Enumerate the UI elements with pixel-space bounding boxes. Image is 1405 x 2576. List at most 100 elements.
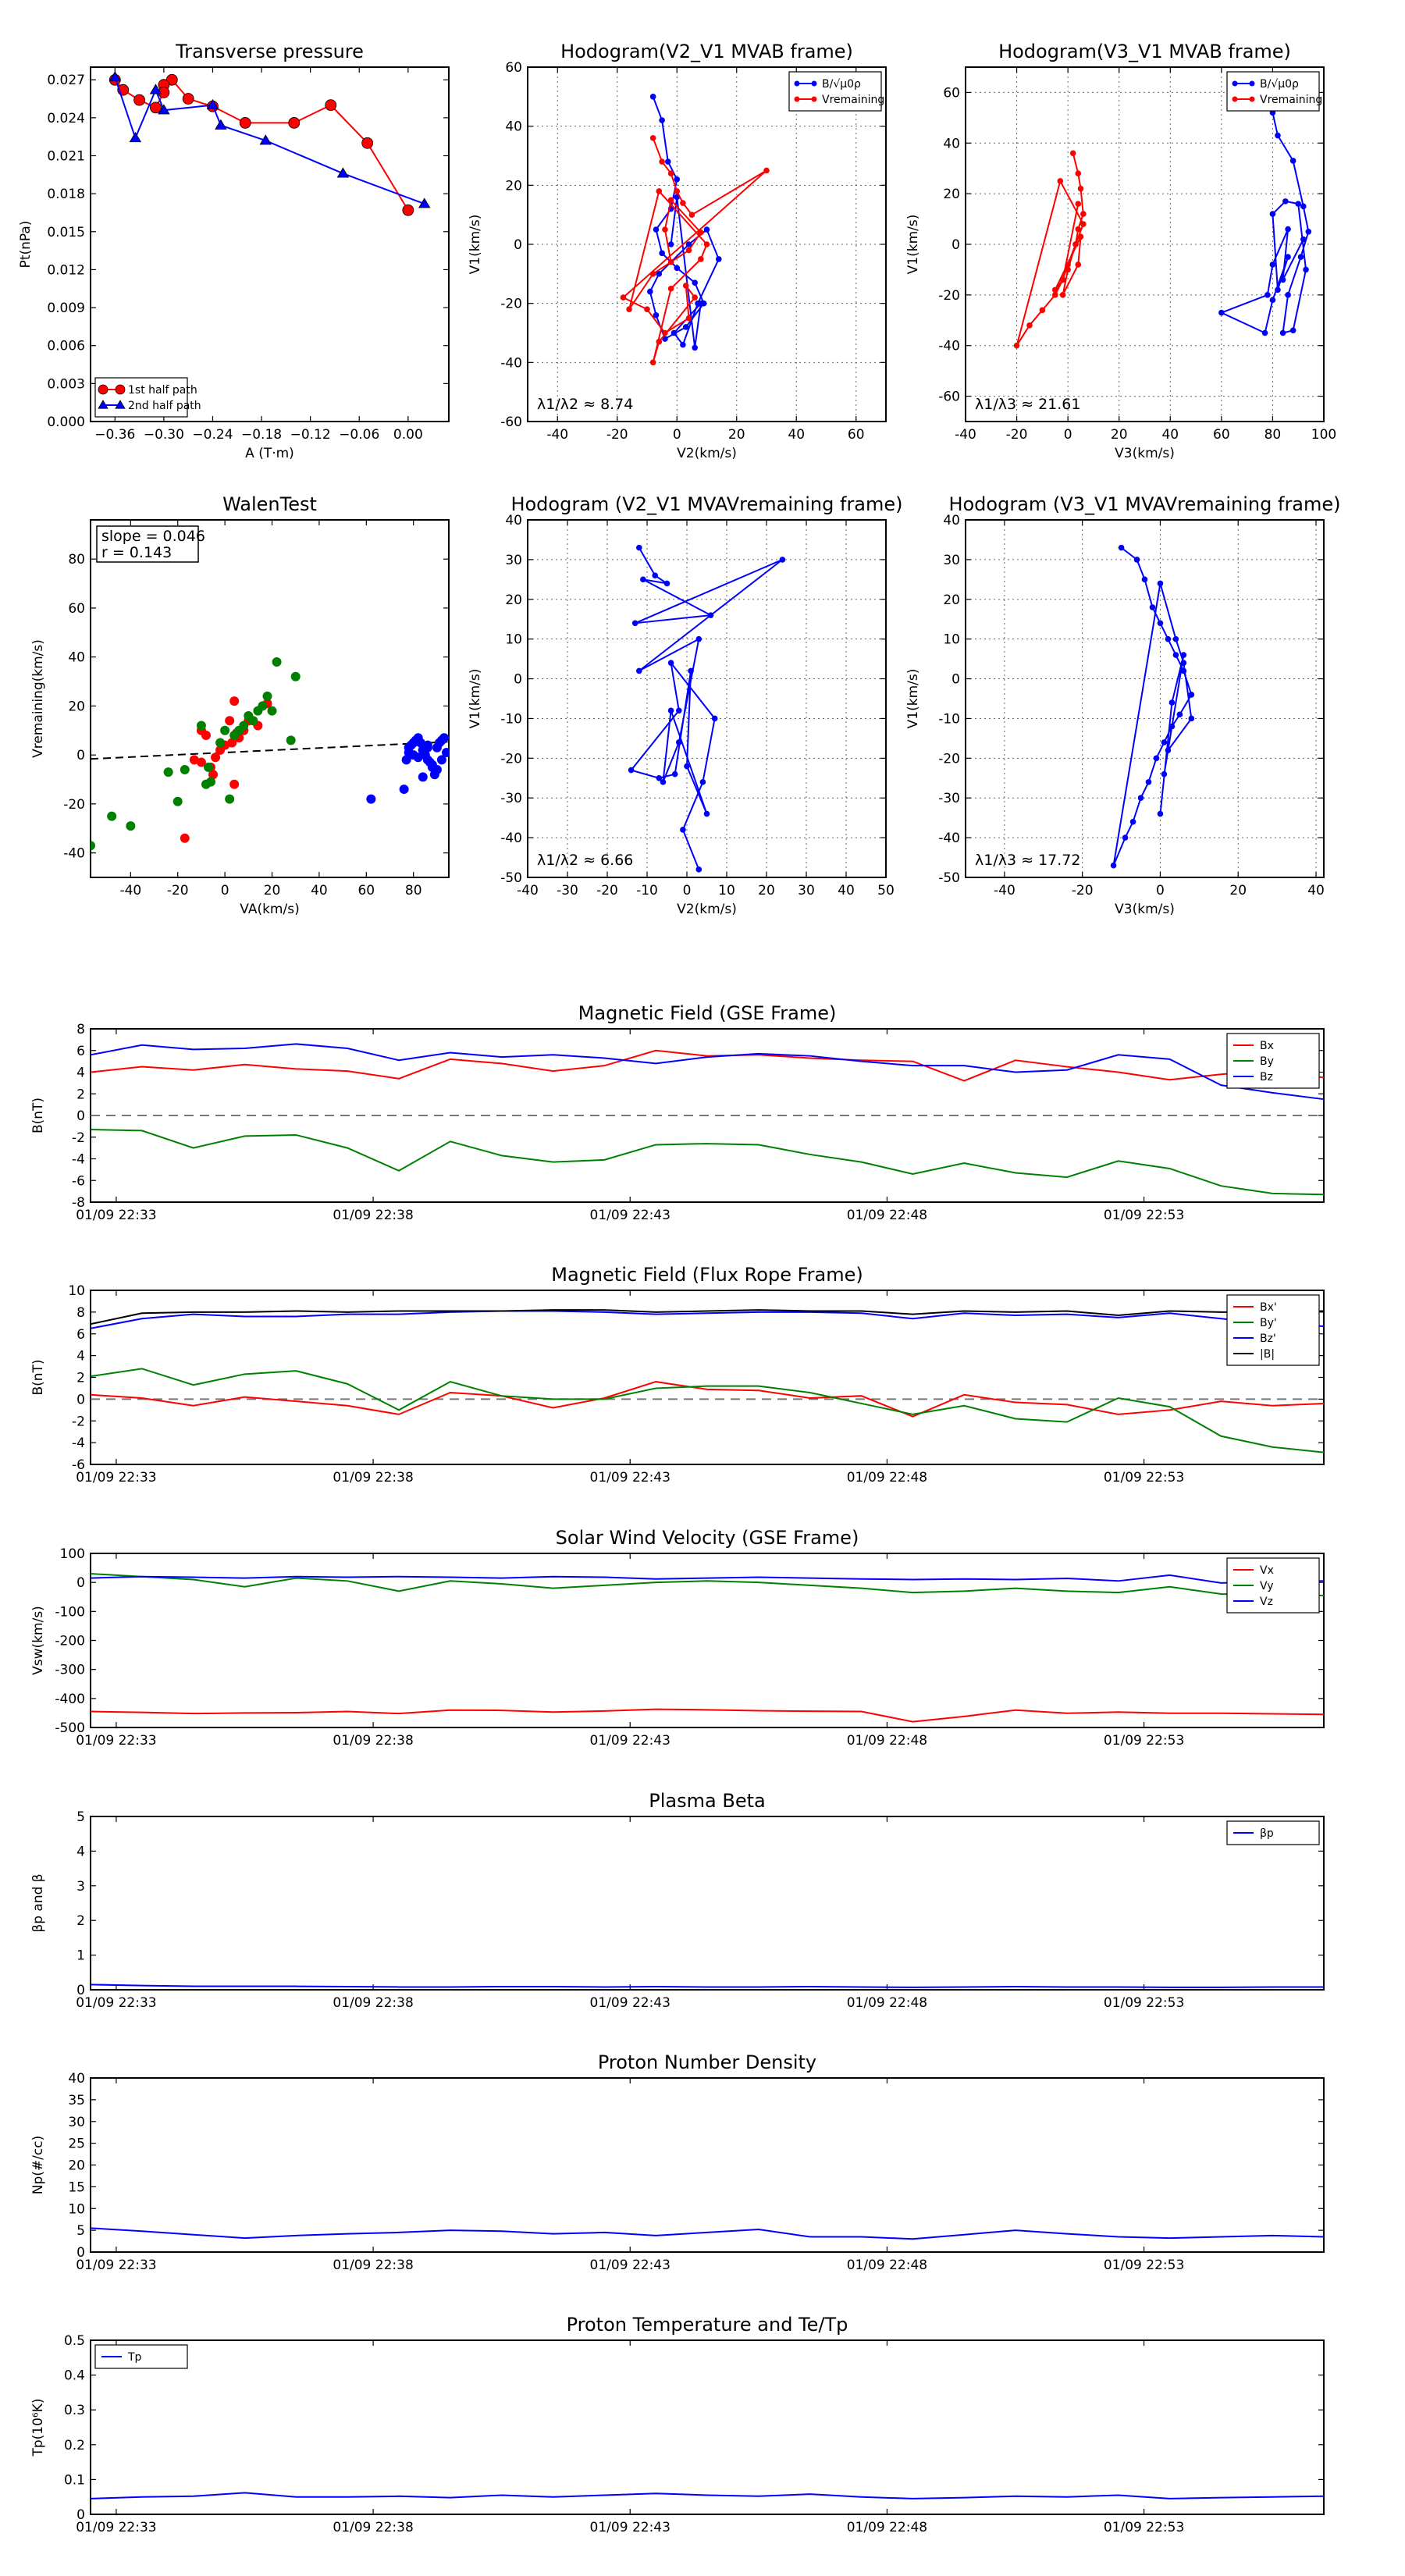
x-tick-label: −0.36 (94, 427, 135, 443)
data-point (1269, 297, 1276, 304)
data-point (1285, 292, 1291, 298)
data-point (685, 241, 692, 247)
chart-title: Magnetic Field (Flux Rope Frame) (551, 1264, 863, 1286)
data-point (703, 226, 710, 233)
chart-title: Transverse pressure (175, 41, 364, 62)
axes-frame (965, 519, 1325, 878)
data-point (1165, 635, 1172, 642)
x-tick-label: −0.18 (241, 427, 282, 443)
data-point (239, 116, 251, 129)
legend-label: 2nd half path (128, 400, 201, 412)
data-point (1261, 329, 1268, 336)
data-point (288, 116, 301, 129)
y-tick-label: 40 (505, 119, 522, 135)
y-axis-label: V1(km/s) (905, 669, 921, 729)
series-line (90, 1043, 1325, 1101)
y-tick-label: 10 (68, 1283, 85, 1299)
x-tick-label: 01/09 22:48 (847, 1995, 927, 2011)
data-point (1168, 723, 1176, 730)
y-tick-label: 20 (943, 592, 960, 608)
legend-label: B/√μ0ρ (1260, 78, 1299, 91)
annotation-text: r = 0.143 (101, 544, 172, 561)
y-tick-label: -40 (938, 339, 960, 354)
legend-marker (98, 400, 108, 409)
data-point (129, 132, 142, 143)
data-point (692, 279, 698, 286)
data-point (1285, 254, 1291, 261)
data-point (763, 167, 770, 174)
x-tick-label: 0 (683, 883, 692, 898)
y-axis-label: V1(km/s) (468, 669, 483, 729)
data-point (698, 300, 704, 307)
legend-label: Bz (1260, 1071, 1273, 1083)
data-point (628, 767, 635, 774)
data-point (1303, 266, 1309, 273)
y-tick-label: 8 (76, 1022, 85, 1037)
x-tick-label: 40 (311, 883, 328, 898)
x-tick-label: 60 (357, 883, 375, 898)
x-tick-label: 0.00 (393, 427, 423, 443)
axes-frame (90, 519, 450, 878)
legend: B/√μ0ρ Vremaining (1226, 71, 1322, 112)
x-tick-label: 01/09 22:43 (590, 2258, 670, 2273)
annotation-text: λ1/λ3 ≈ 17.72 (975, 852, 1080, 869)
x-tick-label: 30 (798, 883, 815, 898)
plot-area (620, 94, 770, 366)
plot-area (91, 656, 449, 851)
data-point (1282, 198, 1289, 205)
data-point (1051, 286, 1058, 294)
data-point (674, 188, 681, 194)
y-tick-label: -30 (500, 791, 522, 806)
data-point (1080, 211, 1087, 217)
data-point (1059, 292, 1066, 298)
x-tick-label: 01/09 22:38 (333, 1733, 413, 1749)
chart-title: Plasma Beta (649, 1790, 765, 1812)
y-tick-label: -40 (500, 831, 522, 846)
series-line (90, 2492, 1325, 2500)
y-tick-label: 0.006 (47, 339, 85, 354)
legend: 1st half path 2nd half path (94, 377, 201, 418)
y-tick-label: -2 (72, 1414, 85, 1429)
data-point (626, 306, 632, 313)
x-tick-label: -40 (546, 427, 568, 443)
x-tick-label: 0 (1156, 883, 1165, 898)
y-tick-label: 2 (76, 1087, 85, 1102)
data-point (779, 557, 786, 563)
data-point (653, 312, 660, 318)
y-tick-label: 0 (76, 1392, 85, 1407)
data-point (1057, 178, 1064, 184)
y-tick-label: 40 (505, 513, 522, 528)
axes-frame (527, 519, 887, 878)
plot-area (1110, 544, 1195, 869)
data-point (631, 620, 638, 627)
y-tick-label: -200 (55, 1634, 85, 1649)
y-tick-label: 80 (68, 552, 85, 568)
y-tick-label: 20 (505, 178, 522, 194)
x-tick-label: 01/09 22:48 (847, 1470, 927, 1485)
legend-marker (98, 384, 108, 395)
data-point (1269, 262, 1276, 268)
data-point (404, 748, 414, 758)
y-tick-label: 3 (76, 1879, 85, 1895)
x-tick-label: 80 (405, 883, 422, 898)
y-tick-label: 60 (943, 85, 960, 101)
data-point (667, 197, 674, 204)
x-tick-label: 100 (1311, 427, 1336, 443)
y-tick-label: -400 (55, 1692, 85, 1707)
data-point (670, 329, 678, 336)
y-tick-label: 0 (76, 1108, 85, 1124)
data-point (1188, 692, 1195, 698)
data-point (1289, 327, 1297, 334)
data-point (1137, 795, 1144, 802)
legend: Tp (94, 2344, 188, 2369)
data-point (220, 725, 230, 735)
legend-label: Tp (127, 2351, 142, 2364)
data-point (108, 71, 121, 82)
y-tick-label: -20 (938, 751, 960, 767)
chart-vsw: 01/09 22:33 01/09 22:38 01/09 22:43 01/09 2… (30, 1527, 1325, 1749)
y-tick-label: 0.015 (47, 225, 85, 240)
legend: βp (1226, 1820, 1320, 1845)
y-tick-label: -6 (72, 1457, 85, 1473)
x-tick-label: −0.24 (192, 427, 233, 443)
